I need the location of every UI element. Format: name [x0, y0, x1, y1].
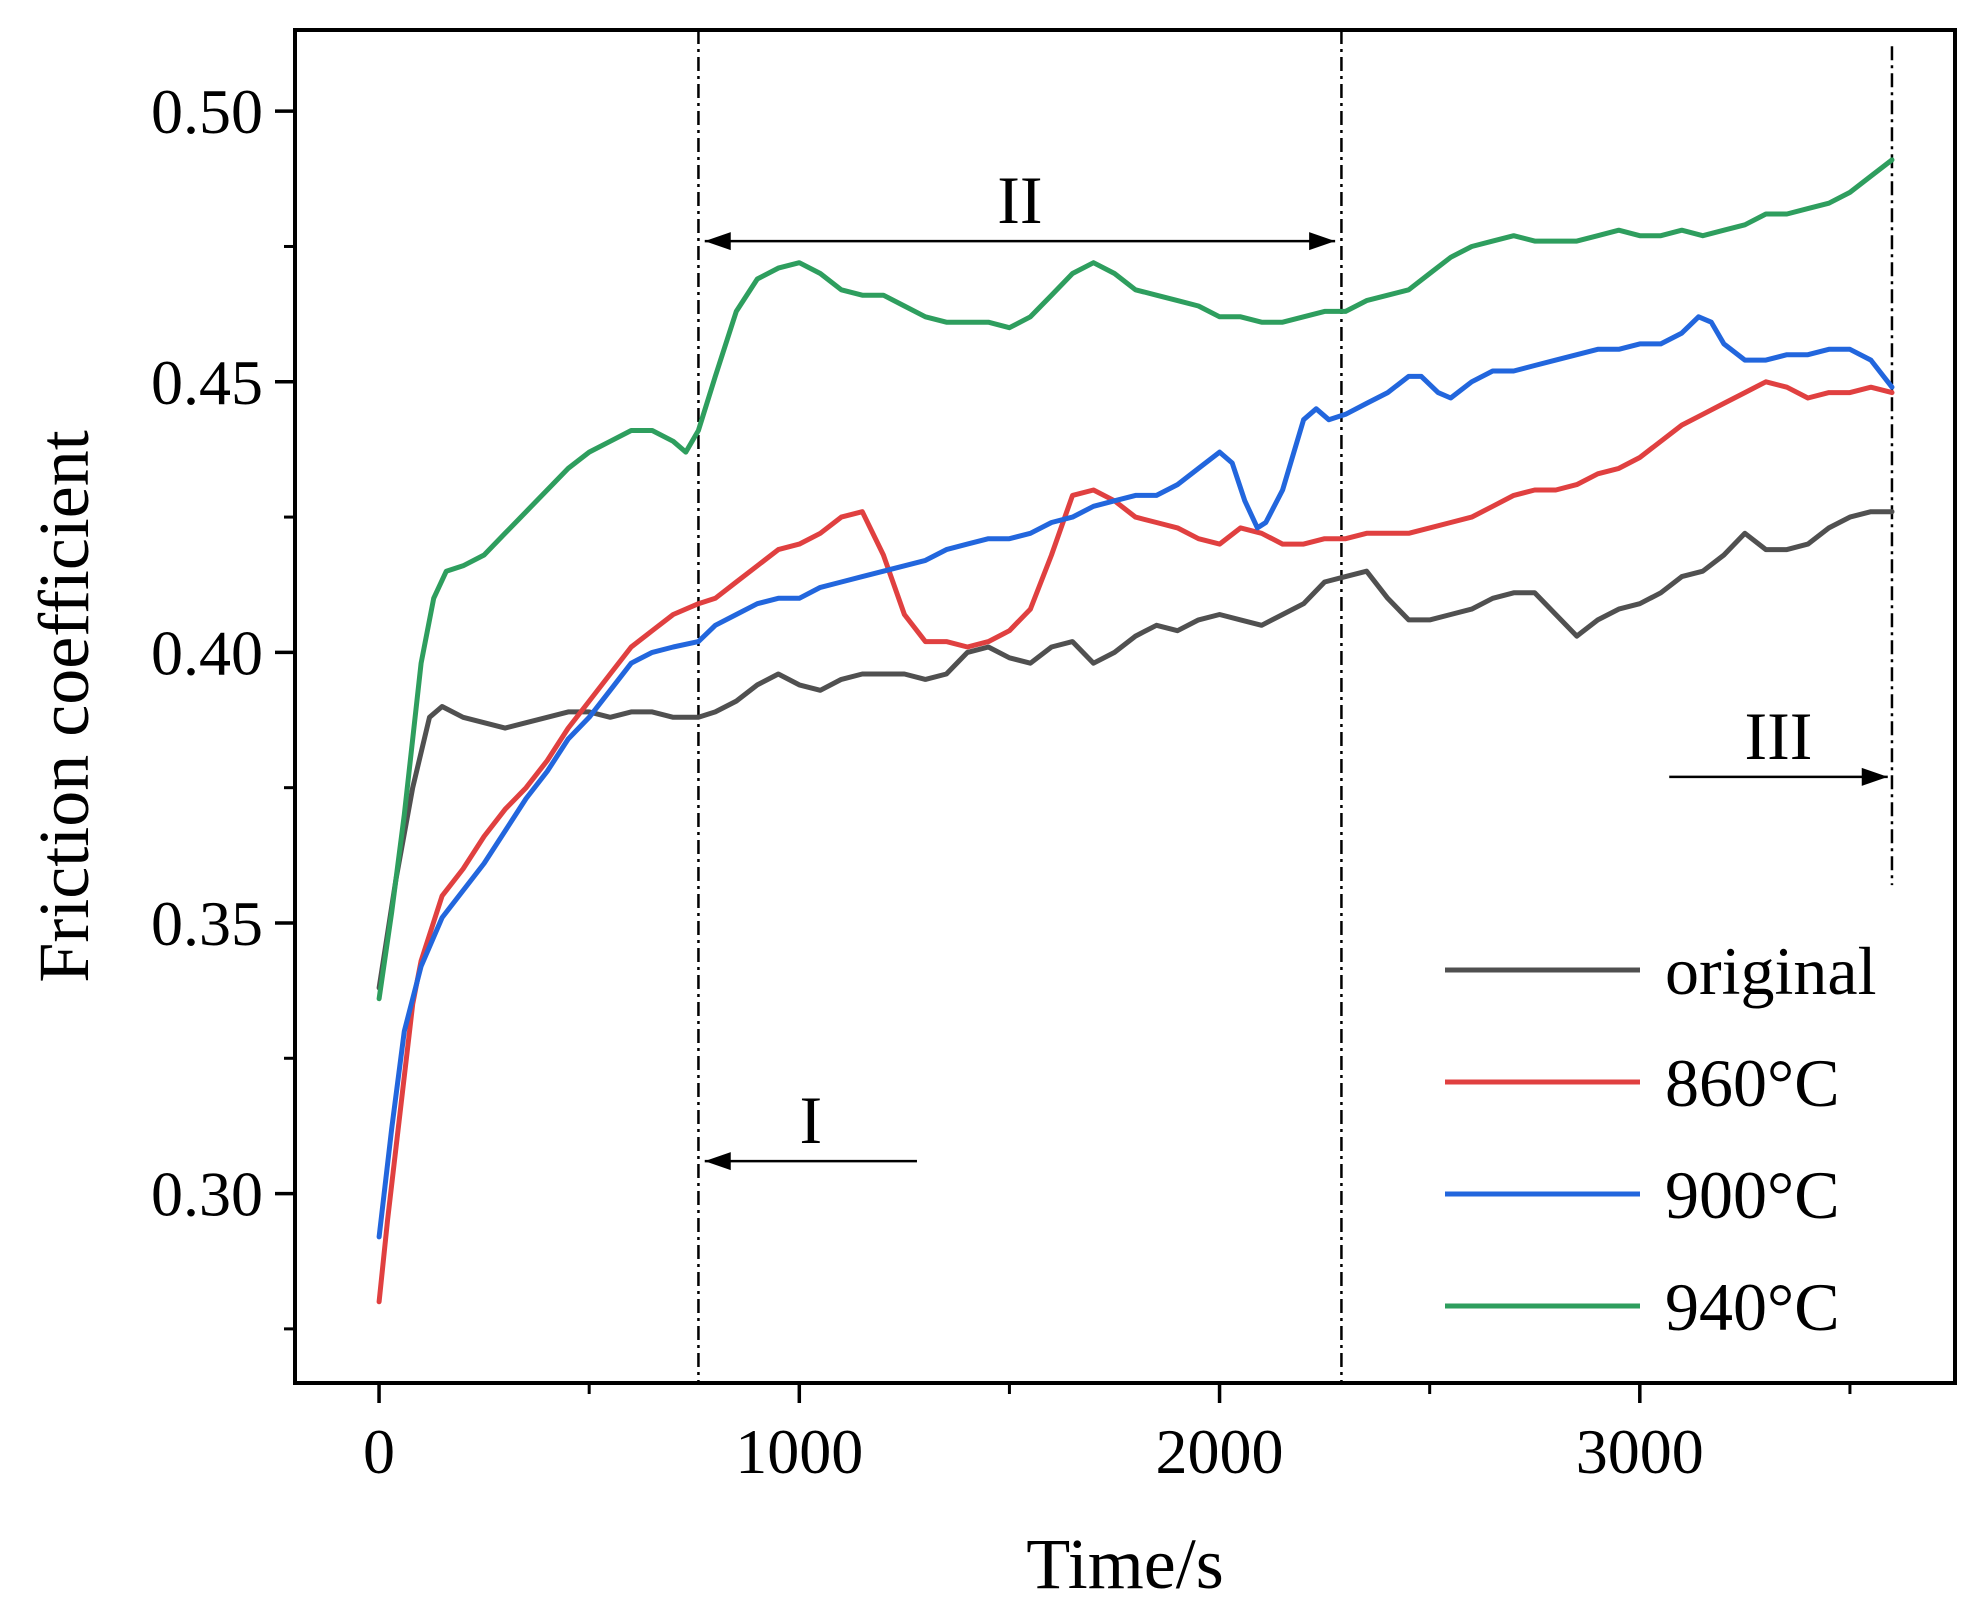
- x-tick-label: 1000: [735, 1416, 863, 1487]
- arrow-head: [1861, 767, 1888, 786]
- x-tick-label: 0: [363, 1416, 395, 1487]
- series-line: [376, 314, 1895, 1240]
- arrow-head: [704, 232, 731, 251]
- legend-label: 900°C: [1665, 1157, 1840, 1233]
- y-axis-title: Friction coefficient: [24, 430, 104, 982]
- stage-label: II: [997, 162, 1042, 238]
- y-tick-label: 0.40: [151, 617, 263, 688]
- y-tick-label: 0.30: [151, 1159, 263, 1230]
- stage-label: III: [1745, 698, 1813, 774]
- legend-label: 940°C: [1665, 1269, 1840, 1345]
- y-tick-label: 0.50: [151, 76, 263, 147]
- series-line: [376, 509, 1895, 991]
- plot-frame: [293, 28, 1957, 1385]
- data-series: [376, 157, 1895, 1305]
- arrow-head: [1309, 232, 1336, 251]
- legend-label: 860°C: [1665, 1045, 1840, 1121]
- stage-boundary-lines: [697, 30, 1894, 1383]
- axis-ticks: 0 1000 2000 3000 0.30 0.35 0.40 0.45 0.50: [151, 76, 1852, 1487]
- legend-label: original: [1665, 933, 1877, 1009]
- series-line: [376, 157, 1895, 1002]
- x-axis-title: Time/s: [1026, 1524, 1223, 1604]
- x-tick-label: 3000: [1576, 1416, 1704, 1487]
- x-tick-label: 2000: [1156, 1416, 1284, 1487]
- arrow-head: [704, 1152, 731, 1171]
- y-tick-label: 0.45: [151, 347, 263, 418]
- legend: original 860°C 900°C 940°C: [1445, 933, 1877, 1345]
- stage-label: I: [800, 1082, 823, 1158]
- y-tick-label: 0.35: [151, 888, 263, 959]
